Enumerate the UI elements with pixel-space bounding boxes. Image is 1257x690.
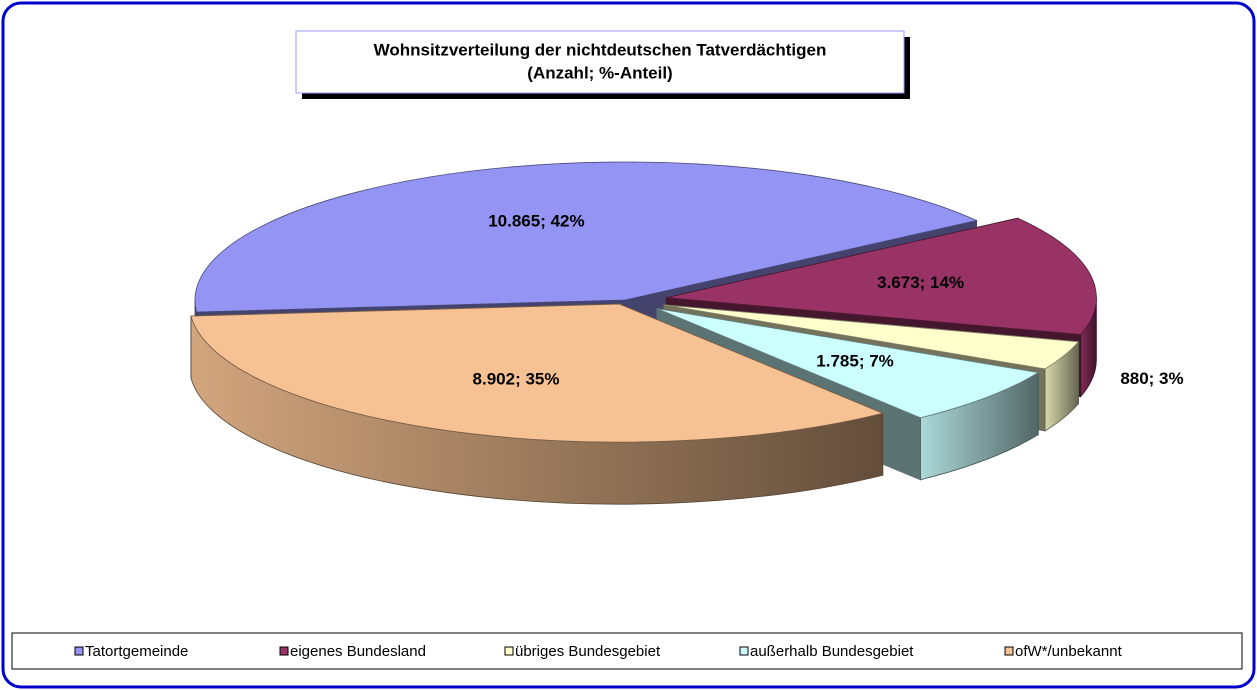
data-label: 3.673; 14% <box>877 273 964 292</box>
chart-title: (Anzahl; %-Anteil) <box>527 63 672 82</box>
legend-swatch <box>504 646 514 656</box>
slice <box>190 303 884 443</box>
legend-box <box>11 632 1243 670</box>
chart-title: Wohnsitzverteilung der nichtdeutschen Ta… <box>374 40 827 59</box>
slice <box>663 304 1080 370</box>
legend-label: eigenes Bundesland <box>290 643 426 660</box>
legend-swatch <box>739 646 749 656</box>
legend-label: ofW*/unbekannt <box>1015 643 1123 660</box>
legend-label: übriges Bundesgebiet <box>515 643 661 660</box>
slice <box>657 308 1040 419</box>
title-box <box>295 30 905 94</box>
data-label: 880; 3% <box>1120 369 1183 388</box>
legend: Tatortgemeinde eigenes Bundesland übriges … <box>74 643 1123 660</box>
data-label: 10.865; 42% <box>488 212 584 231</box>
legend-label: Tatortgemeinde <box>85 643 188 660</box>
legend-swatch <box>74 646 84 656</box>
legend-label: außerhalb Bundesgebiet <box>750 643 914 660</box>
legend-swatch <box>1004 646 1014 656</box>
data-label: 1.785; 7% <box>816 351 894 370</box>
data-label: 8.902; 35% <box>473 369 560 388</box>
legend-swatch <box>279 646 289 656</box>
slice <box>194 161 978 313</box>
pie: 10.865; 42% 3.673; 14% 880; 3% 1.785; 7% 8.9… <box>190 161 1184 505</box>
slice <box>666 217 1097 335</box>
